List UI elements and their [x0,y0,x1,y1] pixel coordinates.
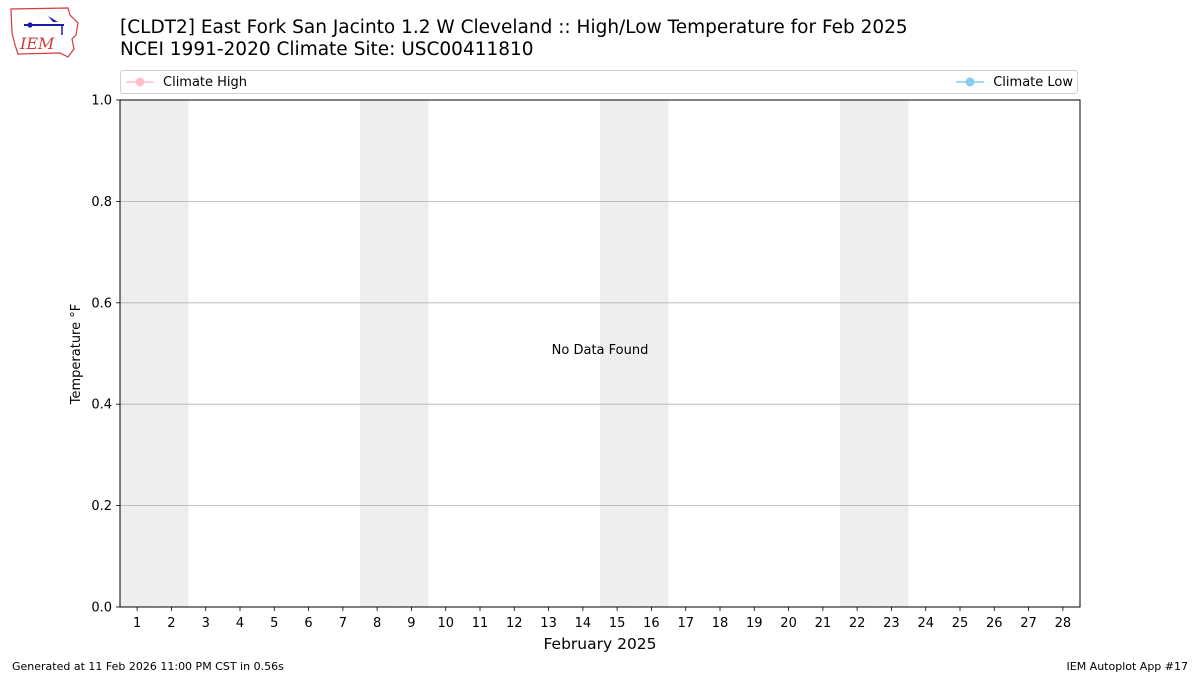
x-tick-label-28: 28 [1055,616,1072,631]
x-tick-label-15: 15 [609,616,626,631]
legend-label-climate-high: Climate High [163,74,248,90]
x-tick-label-12: 12 [506,616,523,631]
climate-low-marker-icon [956,77,985,87]
x-tick-label-8: 8 [373,616,381,631]
generated-timestamp: Generated at 11 Feb 2026 11:00 PM CST in… [12,660,284,673]
weekend-band-day-2 [154,100,189,607]
y-tick-label-1: 0.2 [91,499,112,514]
weekend-band-day-15 [600,100,635,607]
x-tick-label-11: 11 [472,616,489,631]
x-tick-label-22: 22 [849,616,866,631]
y-tick-label-5: 1.0 [91,94,112,109]
x-tick-label-4: 4 [236,616,244,631]
weekend-band-day-22 [840,100,875,607]
chart-title: [CLDT2] East Fork San Jacinto 1.2 W Clev… [120,17,908,38]
iem-logo: IEM [10,7,79,58]
y-tick-label-0: 0.0 [91,601,112,616]
chart-subtitle: NCEI 1991-2020 Climate Site: USC00411810 [120,39,534,60]
x-tick-label-27: 27 [1020,616,1037,631]
weekend-band-day-8 [360,100,395,607]
no-data-annotation: No Data Found [552,343,649,358]
x-tick-label-13: 13 [540,616,557,631]
x-tick-label-16: 16 [643,616,660,631]
x-tick-label-20: 20 [780,616,797,631]
x-tick-label-26: 26 [986,616,1003,631]
y-tick-label-2: 0.4 [91,398,112,413]
x-tick-label-23: 23 [883,616,900,631]
x-tick-label-21: 21 [815,616,832,631]
weekend-bands [120,100,909,607]
svg-text:IEM: IEM [19,34,55,53]
weekend-band-day-23 [874,100,909,607]
x-tick-label-3: 3 [202,616,210,631]
legend-label-climate-low: Climate Low [993,74,1073,90]
x-tick-label-25: 25 [952,616,969,631]
x-tick-label-24: 24 [917,616,934,631]
y-tick-label-4: 0.8 [91,195,112,210]
y-axis-ticks: 0.0 0.2 0.4 0.6 0.8 1.0 [91,94,120,616]
plot-area-frame [119,99,1081,608]
x-tick-label-14: 14 [575,616,592,631]
weekend-band-day-9 [394,100,429,607]
legend: Climate High Climate Low [120,70,1078,94]
legend-item-climate-high: Climate High [125,71,247,93]
x-tick-label-6: 6 [304,616,312,631]
weekend-band-day-16 [634,100,669,607]
climate-high-marker-icon [126,77,154,87]
x-axis-label: February 2025 [543,635,656,653]
x-axis-ticks: 1 2 3 4 5 6 7 8 9 10 11 12 13 14 15 16 17 18 19 20 21 22 23 24 2… [133,607,1071,631]
x-tick-label-7: 7 [339,616,347,631]
y-tick-label-3: 0.6 [91,296,112,311]
legend-item-climate-low: Climate Low [955,71,1073,93]
x-tick-label-18: 18 [712,616,729,631]
x-tick-label-10: 10 [437,616,454,631]
x-tick-label-1: 1 [133,616,141,631]
x-tick-label-17: 17 [677,616,694,631]
weekend-band-day-1 [120,100,155,607]
app-credit: IEM Autoplot App #17 [1066,660,1189,673]
x-tick-label-5: 5 [270,616,278,631]
x-tick-label-2: 2 [167,616,175,631]
x-tick-label-19: 19 [746,616,763,631]
x-tick-label-9: 9 [407,616,415,631]
y-axis-label: Temperature °F [69,304,84,405]
